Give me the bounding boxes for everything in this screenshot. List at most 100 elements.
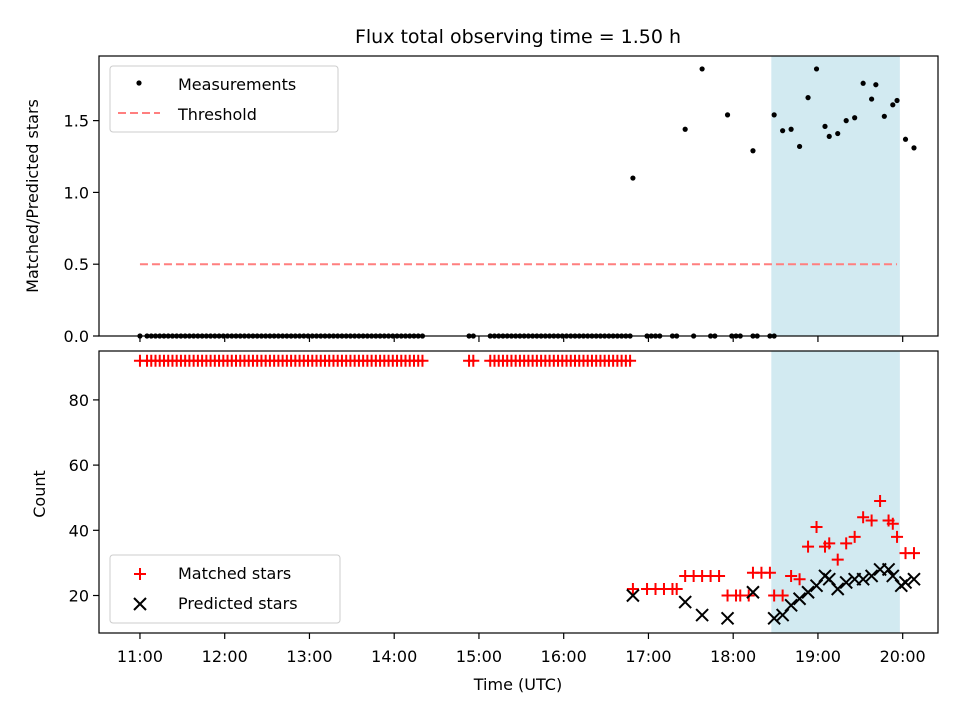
matched-star-point [785,569,798,582]
measurement-point [630,175,636,181]
matched-star-point [848,530,861,543]
bottom-y-tick-label: 40 [69,521,89,540]
legend-threshold-label: Threshold [177,105,257,124]
top-y-axis: 0.0 0.5 1.0 1.5 [64,112,99,346]
predicted-star-point [831,582,845,596]
x-tick-label: 14:00 [371,647,417,666]
matched-star-point [802,540,815,553]
matched-star-point [857,511,870,524]
top-highlight-span [771,56,900,336]
measurement-point [835,130,841,137]
matched-star-point [874,494,887,507]
measurement-point [881,113,887,119]
bottom-x-axis: 11:00 12:00 13:00 14:00 15:00 16:00 17:00 18:00… [117,633,926,666]
top-legend: Measurements Threshold [109,65,339,133]
predicted-star-point [746,585,760,599]
matched-star-point [810,521,823,534]
predicted-star-point [695,608,709,622]
matched-star-point [907,547,920,560]
top-panel: 0.0 0.5 1.0 1.5 Matched/Predicted stars Mea… [23,55,939,346]
measurement-point [813,66,820,72]
matched-star-point [865,514,878,527]
matched-star-point [467,354,480,367]
matched-star-point [670,582,683,595]
bottom-y-tick-label: 80 [69,391,89,410]
x-tick-label: 18:00 [710,647,756,666]
top-x-axis-ticks [139,336,904,342]
measurement-point [771,112,777,118]
legend-measurements-marker [136,80,142,86]
x-tick-label: 15:00 [456,647,502,666]
chart-title: Flux total observing time = 1.50 h [355,26,681,48]
measurement-point [894,97,900,104]
measurement-point [869,96,875,102]
matched-star-point [713,569,726,582]
matched-star-point [831,553,844,566]
x-tick-label: 12:00 [202,647,248,666]
measurement-point [699,66,705,72]
predicted-star-point [801,585,815,599]
measurement-point [750,148,756,154]
measurement-point [780,128,786,134]
x-tick-label: 17:00 [625,647,671,666]
predicted-star-point [720,611,735,626]
measurement-point [890,102,896,108]
top-y-tick-label: 0.0 [64,327,89,346]
measurement-point [826,133,832,140]
matched-star-point [626,582,639,595]
top-y-axis-label: Matched/Predicted stars [23,99,42,293]
predicted-star-point [839,575,853,590]
predicted-star-point [907,572,921,586]
measurement-point [902,136,909,142]
top-axes-frame [98,55,939,337]
predicted-star-point [784,598,798,612]
measurement-point [843,118,849,124]
legend-measurements-label: Measurements [178,75,296,94]
predicted-star-point [792,592,807,606]
measurement-point [873,82,879,88]
predicted-star-point [864,569,879,583]
x-tick-label: 13:00 [286,647,332,666]
matched-star-point [891,530,904,543]
predicted-star-point [626,588,640,603]
legend-predicted-label: Predicted stars [178,594,298,613]
x-tick-label: 20:00 [880,647,926,666]
predicted-star-point [678,595,692,609]
measurement-point [860,80,866,86]
top-y-tick-label: 1.0 [64,183,89,202]
measurement-point [796,143,803,150]
matched-star-point [840,537,853,550]
predicted-star-point [856,572,870,586]
legend-matched-marker [134,568,146,580]
x-tick-label: 16:00 [541,647,587,666]
x-tick-label: 19:00 [795,647,841,666]
bottom-legend: Matched stars Predicted stars [109,554,341,624]
top-y-tick-label: 1.5 [64,112,89,131]
measurement-point [724,112,731,118]
matched-star-point [886,517,899,530]
bottom-y-axis: 20 40 60 80 [69,391,99,606]
measurement-point [805,95,811,101]
x-axis-label: Time (UTC) [473,675,562,694]
bottom-y-tick-label: 20 [69,587,89,606]
measurement-point [911,145,917,151]
top-legend-box [109,65,339,133]
bottom-plot-marks [133,354,921,626]
bottom-y-axis-label: Count [30,470,49,518]
legend-predicted-marker [133,597,147,611]
measurement-point [788,126,794,132]
measurement-point [682,126,688,132]
bottom-y-tick-label: 60 [69,456,89,475]
measurement-point [852,115,858,121]
matched-star-point [776,589,789,602]
predicted-star-point [881,562,896,577]
top-y-tick-label: 0.5 [64,255,89,274]
matched-star-point [624,354,637,367]
matched-star-point [823,537,836,550]
matched-star-point [416,354,429,367]
matched-star-point [793,573,806,586]
predicted-star-point [767,611,781,626]
bottom-legend-box [109,554,341,624]
